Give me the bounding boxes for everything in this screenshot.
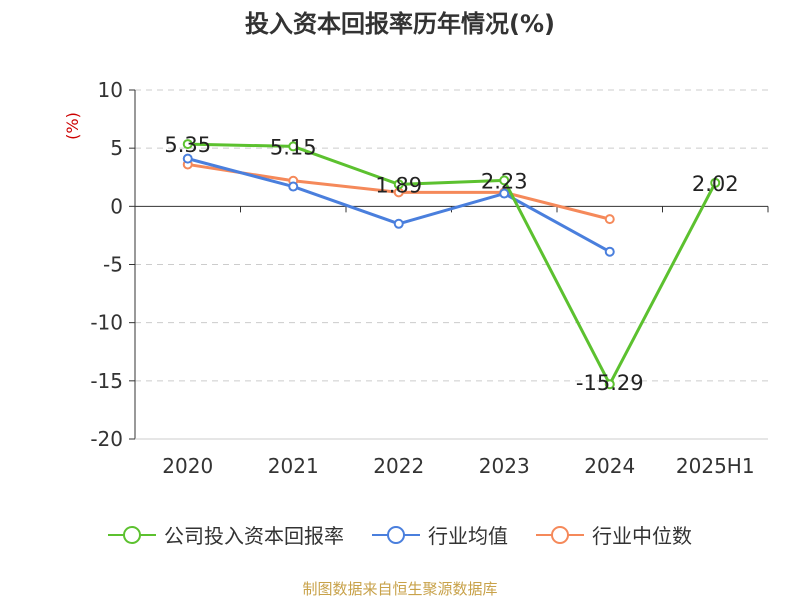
legend-marker-icon [108,525,156,544]
data-point [393,218,404,229]
legend-marker-icon [372,525,420,544]
data-label: 2.02 [692,172,739,196]
x-tick-label: 2022 [373,454,424,478]
data-label: 5.35 [164,133,211,157]
chart-title: 投入资本回报率历年情况(%) [245,10,555,38]
data-point [182,153,193,164]
x-tick-label: 2024 [584,454,635,478]
data-label: -15.29 [576,371,644,395]
data-point [499,188,510,199]
legend: 公司投入资本回报率 行业均值 行业中位数 [0,520,800,549]
x-tick-label: 2023 [479,454,530,478]
y-axis-label: (%) [63,112,82,140]
data-point [604,246,615,257]
y-tick-label: 10 [98,78,123,102]
x-tick-label: 2025H1 [676,454,755,478]
y-tick-label: -20 [90,427,123,451]
y-tick-label: -10 [90,311,123,335]
legend-label: 公司投入资本回报率 [164,524,344,548]
data-point [604,379,615,390]
legend-label: 行业均值 [428,524,508,548]
data-point [499,175,510,186]
data-point [393,179,404,190]
y-tick-label: 5 [110,136,123,160]
data-point [288,181,299,192]
y-tick-label: -15 [90,369,123,393]
data-label: 1.89 [375,173,422,197]
y-tick-label: 0 [110,194,123,218]
y-tick-label: -5 [103,253,123,277]
legend-marker-icon [536,525,584,544]
data-point [710,177,721,188]
series-line [187,142,717,386]
data-label: 5.15 [270,135,317,159]
data-point [288,141,299,152]
legend-label: 行业中位数 [592,524,692,548]
legend-item-company[interactable]: 公司投入资本回报率 [108,520,344,549]
data-source-note: 制图数据来自恒生聚源数据库 [302,580,498,598]
x-tick-label: 2020 [162,454,213,478]
data-label: 2.23 [481,169,528,193]
x-tick-label: 2021 [268,454,319,478]
legend-item-industry-median[interactable]: 行业中位数 [536,520,692,549]
data-point [182,139,193,150]
legend-item-industry-mean[interactable]: 行业均值 [372,520,508,549]
data-point [604,214,615,225]
